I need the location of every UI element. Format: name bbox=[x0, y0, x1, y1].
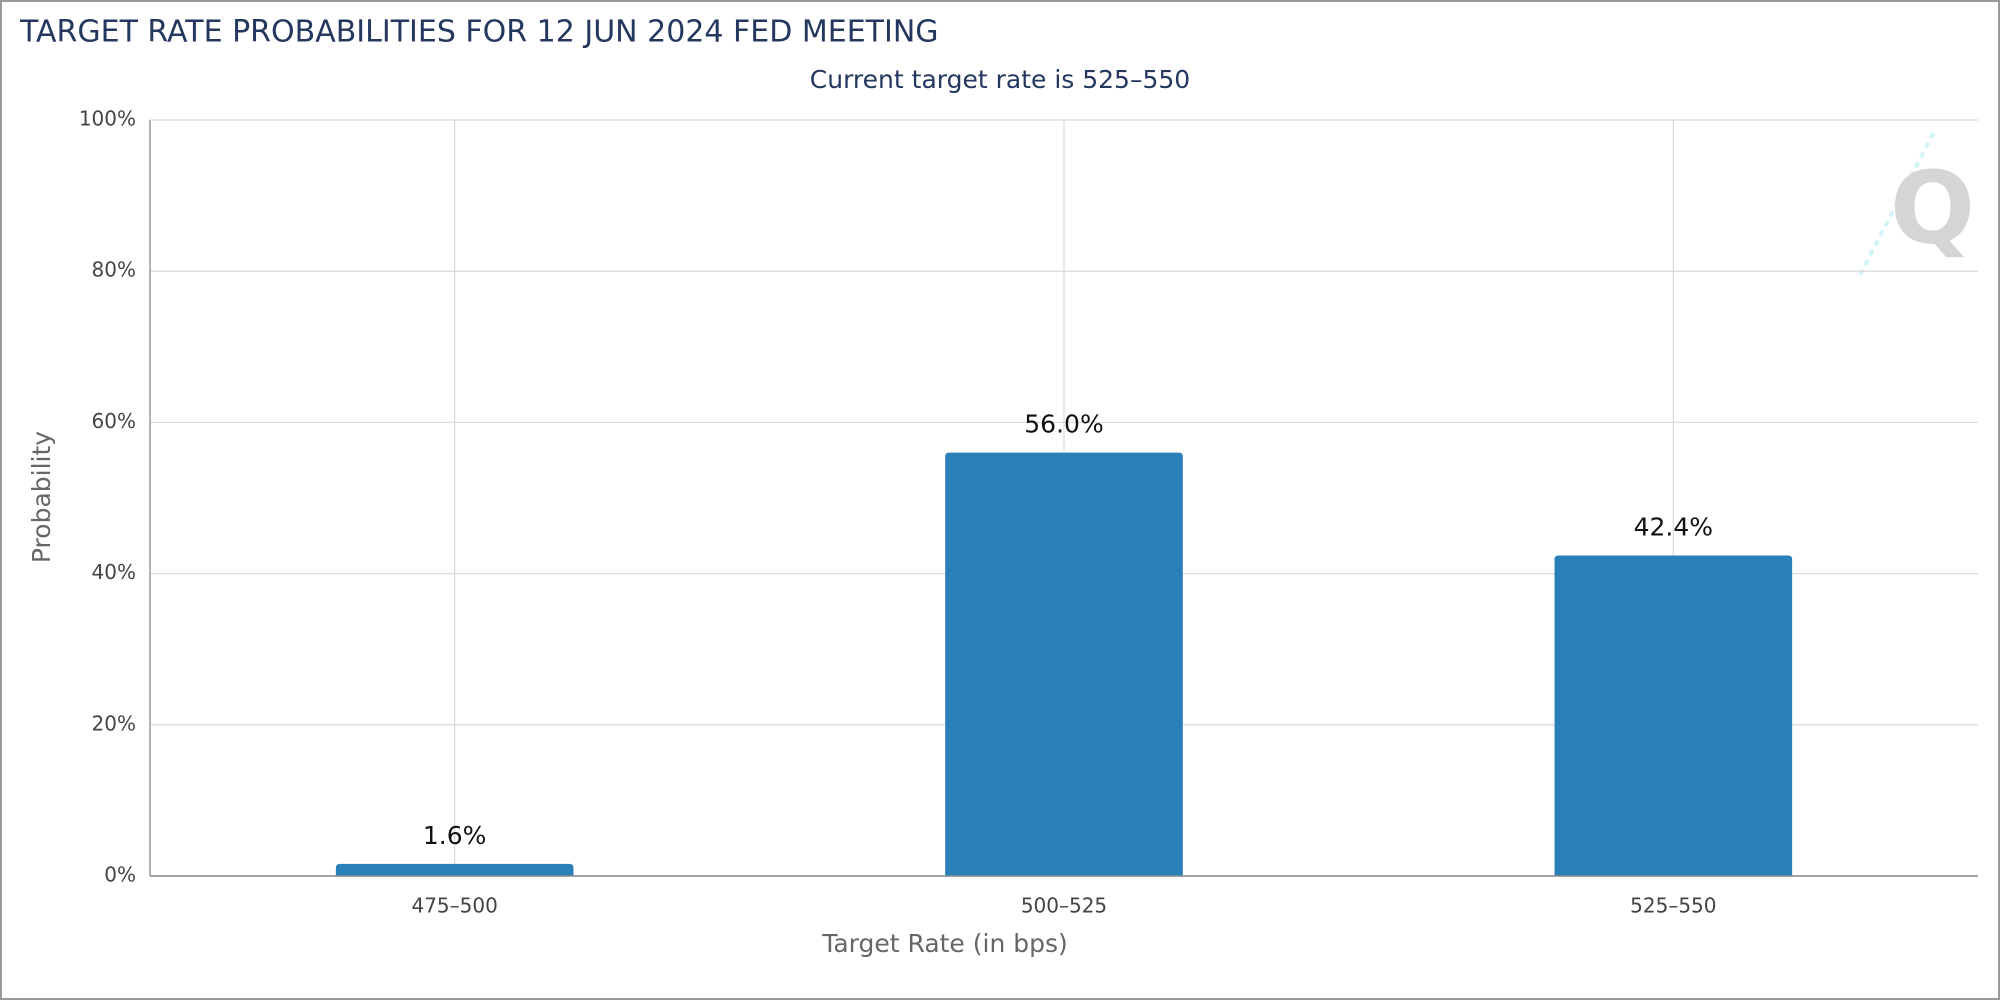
watermark-line bbox=[1858, 129, 1937, 276]
y-tick-label: 40% bbox=[92, 560, 136, 584]
y-axis-title: Probability bbox=[27, 431, 56, 563]
y-tick-label: 100% bbox=[79, 107, 136, 131]
plot-area: 0% 20% 40% 60% 80% 100% 475–500 1.6% 500–525 56.0… bbox=[79, 107, 1978, 918]
watermark: Q bbox=[1858, 129, 1975, 276]
chart-subtitle: Current target rate is 525–550 bbox=[810, 65, 1190, 94]
chart-title: TARGET RATE PROBABILITIES FOR 12 JUN 202… bbox=[19, 15, 939, 50]
x-tick-label: 475–500 bbox=[411, 894, 497, 918]
value-label: 42.4% bbox=[1634, 512, 1713, 541]
x-tick-label: 500–525 bbox=[1021, 894, 1107, 918]
bar bbox=[945, 452, 1183, 876]
value-label: 56.0% bbox=[1024, 410, 1103, 439]
y-tick-label: 20% bbox=[92, 711, 136, 735]
y-tick-label: 80% bbox=[92, 258, 136, 282]
y-tick-label: 0% bbox=[104, 863, 136, 887]
bar bbox=[1554, 555, 1793, 876]
value-label: 1.6% bbox=[423, 821, 487, 850]
x-tick-label: 525–550 bbox=[1630, 894, 1716, 918]
y-tick-label: 60% bbox=[92, 409, 136, 433]
bar bbox=[335, 863, 574, 876]
watermark-q: Q bbox=[1890, 149, 1975, 266]
x-axis-title: Target Rate (in bps) bbox=[821, 929, 1068, 958]
